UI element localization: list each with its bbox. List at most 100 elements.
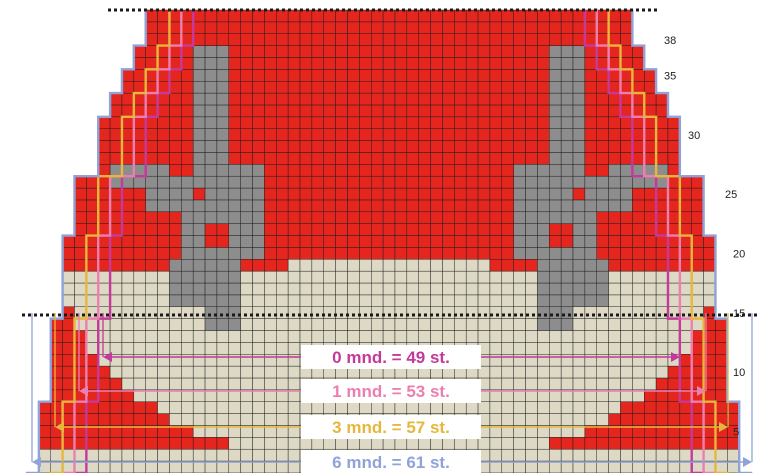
chart-cell — [406, 33, 419, 46]
chart-cell — [513, 270, 526, 284]
chart-cell — [584, 69, 597, 82]
chart-cell — [442, 175, 455, 189]
chart-cell — [596, 128, 609, 141]
chart-cell — [299, 306, 313, 319]
chart-cell — [181, 187, 194, 201]
chart-cell — [204, 9, 218, 23]
chart-cell — [192, 175, 206, 189]
chart-cell — [596, 354, 609, 367]
chart-cell — [276, 282, 289, 296]
chart-cell — [97, 235, 111, 248]
chart-cell — [157, 187, 170, 201]
chart-cell — [477, 235, 491, 248]
chart-cell — [584, 235, 597, 248]
chart-cell — [489, 21, 503, 34]
chart-cell — [276, 223, 289, 236]
chart-cell — [549, 282, 562, 296]
chart-cell — [192, 365, 206, 379]
chart-cell — [655, 259, 669, 272]
chart-cell — [311, 128, 324, 141]
chart-cell — [276, 330, 289, 343]
chart-cell — [608, 152, 621, 165]
chart-cell — [228, 80, 241, 94]
chart-cell — [371, 128, 384, 141]
chart-cell — [299, 437, 313, 450]
chart-cell — [145, 57, 158, 70]
chart-cell — [394, 140, 408, 153]
chart-cell — [549, 235, 562, 248]
chart-cell — [644, 247, 657, 260]
chart-cell — [216, 223, 230, 236]
chart-cell — [525, 80, 538, 94]
chart-cell — [347, 282, 360, 296]
chart-cell — [299, 104, 313, 118]
chart-cell — [513, 80, 526, 94]
chart-cell — [644, 460, 657, 473]
chart-cell — [97, 164, 111, 177]
chart-cell — [109, 270, 123, 284]
chart-cell — [50, 377, 63, 391]
chart-cell — [430, 247, 443, 260]
chart-cell — [715, 377, 728, 391]
chart-cell — [240, 116, 253, 129]
chart-cell — [299, 45, 313, 58]
chart-cell — [418, 175, 431, 189]
chart-cell — [264, 401, 277, 414]
chart-cell — [335, 223, 348, 236]
chart-cell — [394, 69, 408, 82]
chart-cell — [537, 377, 550, 391]
chart-cell — [86, 175, 99, 189]
chart-cell — [264, 437, 277, 450]
chart-cell — [192, 448, 206, 462]
chart-cell — [74, 306, 87, 319]
chart-cell — [252, 140, 265, 153]
chart-cell — [430, 57, 443, 70]
chart-cell — [406, 259, 419, 272]
chart-cell — [454, 294, 467, 307]
chart-cell — [394, 401, 408, 414]
chart-cell — [608, 342, 621, 355]
chart-cell — [240, 318, 253, 331]
chart-cell — [181, 57, 194, 70]
chart-cell — [169, 33, 182, 46]
chart-cell — [97, 152, 111, 165]
chart-cell — [430, 294, 443, 307]
chart-cell — [264, 164, 277, 177]
chart-cell — [560, 211, 574, 224]
chart-cell — [50, 389, 63, 402]
chart-cell — [74, 235, 87, 248]
chart-cell — [169, 104, 182, 118]
chart-cell — [382, 187, 396, 201]
chart-cell — [644, 140, 657, 153]
chart-cell — [181, 128, 194, 141]
chart-cell — [347, 270, 360, 284]
chart-cell — [145, 318, 158, 331]
chart-cell — [157, 9, 170, 23]
chart-cell — [667, 175, 681, 189]
chart-cell — [169, 223, 182, 236]
chart-cell — [74, 437, 87, 450]
chart-cell — [537, 21, 550, 34]
chart-cell — [691, 282, 704, 296]
chart-cell — [608, 235, 621, 248]
chart-cell — [347, 211, 360, 224]
chart-cell — [323, 9, 336, 23]
chart-cell — [608, 413, 621, 426]
chart-cell — [276, 413, 289, 426]
chart-cell — [608, 365, 621, 379]
chart-cell — [264, 342, 277, 355]
chart-cell — [157, 223, 170, 236]
chart-cell — [133, 377, 146, 391]
chart-cell — [501, 164, 514, 177]
chart-cell — [192, 116, 206, 129]
chart-cell — [287, 354, 301, 367]
chart-cell — [252, 235, 265, 248]
chart-cell — [181, 152, 194, 165]
chart-cell — [667, 377, 681, 391]
chart-cell — [489, 80, 503, 94]
chart-cell — [501, 92, 514, 106]
chart-cell — [335, 330, 348, 343]
chart-cell — [691, 259, 704, 272]
chart-cell — [406, 69, 419, 82]
chart-cell — [169, 187, 182, 201]
